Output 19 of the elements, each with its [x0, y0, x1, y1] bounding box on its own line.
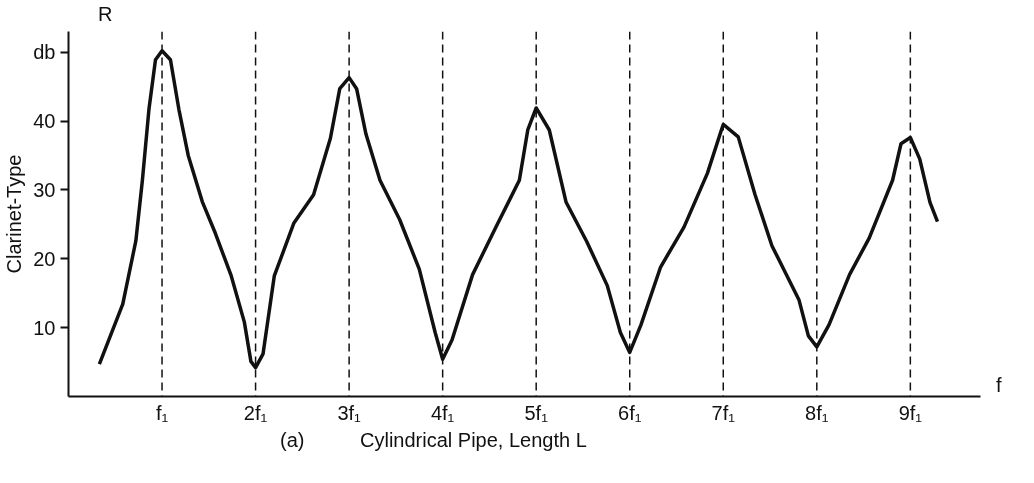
- y-tick-label: db: [33, 41, 56, 64]
- text: R: [98, 2, 113, 27]
- x-axis-title: Cylindrical Pipe, Length L: [360, 428, 587, 453]
- x-tick-label: 3f₁: [337, 401, 362, 424]
- x-tick-label: 4f₁: [430, 401, 455, 424]
- y-axis-title: Clarinet-Type: [3, 154, 26, 274]
- x-tick-label: 6f₁: [618, 401, 642, 424]
- text: (a): [280, 428, 305, 453]
- x-tick-label: 5f₁: [524, 401, 549, 424]
- y-tick-label: 10: [33, 316, 56, 339]
- x-tick-label: f₁: [155, 401, 169, 424]
- y-tick-label: 30: [33, 178, 56, 201]
- text: f: [996, 373, 1002, 398]
- x-tick-label: 8f₁: [805, 401, 829, 424]
- x-tick-label: 7f₁: [711, 401, 736, 424]
- x-tick-label: 2f₁: [243, 401, 268, 424]
- y-tick-label: 20: [33, 247, 56, 270]
- y-tick-label: 40: [33, 110, 56, 133]
- x-tick-label: 9f₁: [898, 401, 923, 424]
